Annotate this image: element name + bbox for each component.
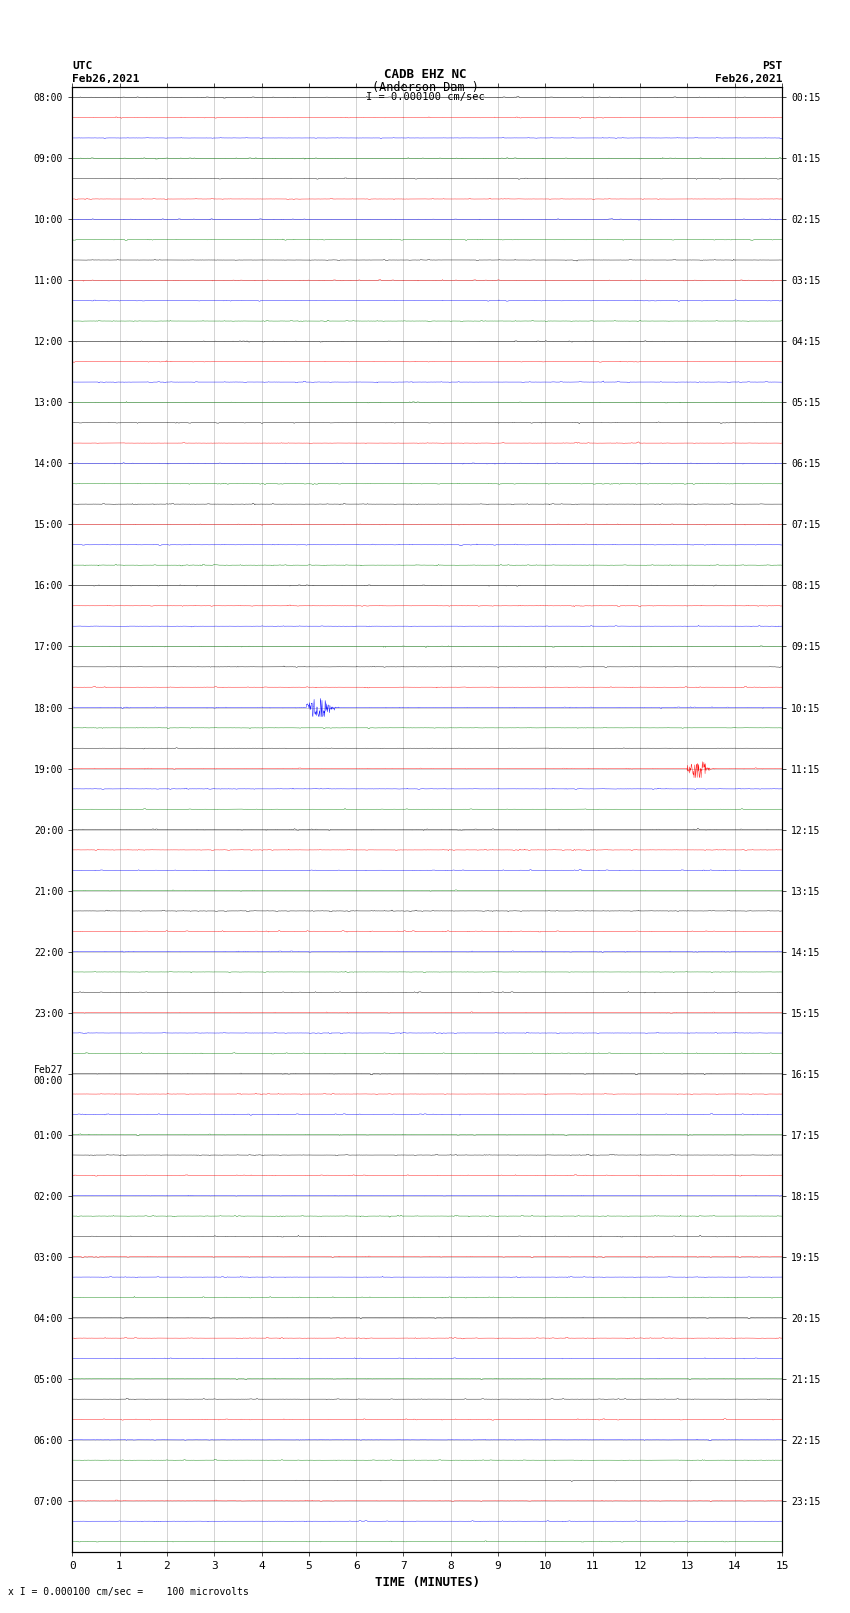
Text: (Anderson Dam ): (Anderson Dam )	[371, 81, 479, 94]
Text: x I = 0.000100 cm/sec =    100 microvolts: x I = 0.000100 cm/sec = 100 microvolts	[8, 1587, 249, 1597]
Text: I = 0.000100 cm/sec: I = 0.000100 cm/sec	[366, 92, 484, 102]
Text: PST: PST	[762, 61, 782, 71]
Text: UTC: UTC	[72, 61, 93, 71]
Text: CADB EHZ NC: CADB EHZ NC	[383, 68, 467, 81]
Text: Feb26,2021: Feb26,2021	[72, 74, 139, 84]
Text: Feb26,2021: Feb26,2021	[715, 74, 782, 84]
X-axis label: TIME (MINUTES): TIME (MINUTES)	[375, 1576, 479, 1589]
